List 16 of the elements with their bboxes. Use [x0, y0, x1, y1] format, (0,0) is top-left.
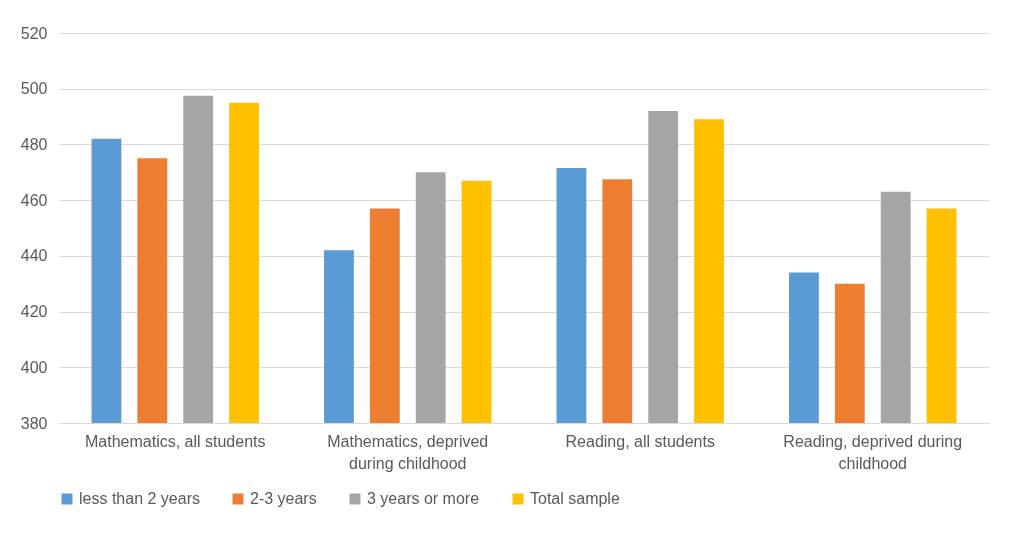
legend-label: Total sample	[530, 490, 620, 507]
legend-label: 2-3 years	[250, 490, 317, 507]
legend-label: 3 years or more	[367, 490, 480, 507]
y-tick-label: 500	[20, 80, 48, 98]
x-tick-label: Reading, all students	[565, 432, 715, 450]
y-tick-label: 380	[20, 414, 48, 432]
y-tick-label: 440	[20, 247, 48, 265]
y-tick-label: 460	[20, 191, 48, 209]
y-tick-label: 520	[20, 24, 48, 42]
y-tick-label: 420	[20, 303, 48, 321]
x-tick-label: Mathematics, deprived during childhood	[327, 432, 489, 472]
x-tick-label: Mathematics, all students	[84, 432, 266, 450]
y-tick-label: 480	[20, 135, 48, 153]
x-tick-label: Reading, deprived during childhood	[783, 432, 963, 472]
legend-label: less than 2 years	[79, 490, 200, 507]
y-tick-label: 400	[20, 358, 48, 376]
